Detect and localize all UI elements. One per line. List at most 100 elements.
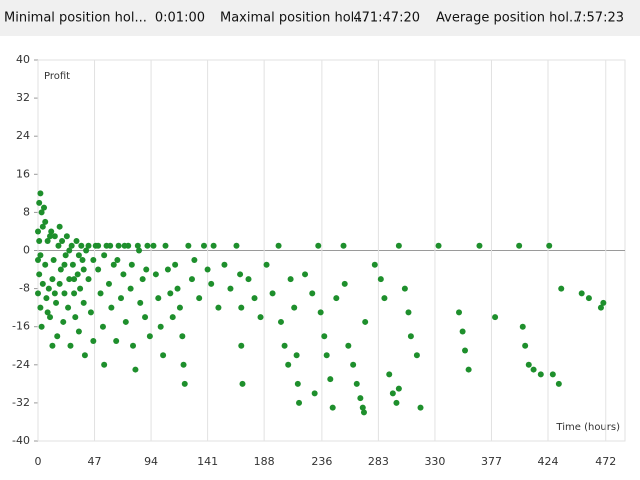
- point: [377, 276, 384, 283]
- x-tick-label: 0: [35, 455, 42, 468]
- point: [227, 285, 234, 292]
- stat-value: 471:47:20: [353, 11, 420, 26]
- stat-label: Average position hol...: [436, 11, 581, 26]
- point: [371, 261, 378, 268]
- point: [80, 266, 87, 273]
- x-tick-label: 47: [88, 455, 102, 468]
- point: [67, 342, 74, 349]
- point: [81, 352, 88, 359]
- point: [174, 285, 181, 292]
- x-tick-label: 424: [538, 455, 559, 468]
- point: [71, 290, 78, 297]
- y-tick-label: 8: [23, 205, 30, 218]
- point: [75, 252, 82, 259]
- point: [79, 257, 86, 264]
- stats: Minimal position hol... 0:01:00 Maximal …: [4, 11, 624, 26]
- x-tick-label: 377: [481, 455, 502, 468]
- point: [36, 237, 43, 244]
- point: [122, 318, 129, 325]
- point: [134, 242, 141, 249]
- point: [75, 328, 82, 335]
- point: [558, 285, 565, 292]
- point: [130, 342, 137, 349]
- point: [309, 290, 316, 297]
- point: [179, 333, 186, 340]
- point: [60, 318, 67, 325]
- point: [407, 333, 414, 340]
- point: [144, 242, 151, 249]
- point: [36, 271, 43, 278]
- point: [49, 276, 56, 283]
- point: [120, 271, 127, 278]
- point: [83, 247, 90, 254]
- stat-value: 0:01:00: [155, 11, 205, 26]
- x-tick-label: 94: [144, 455, 158, 468]
- point: [35, 290, 41, 297]
- point: [238, 304, 245, 311]
- point: [357, 395, 364, 402]
- point: [188, 276, 195, 283]
- stat-label: Minimal position hol...: [4, 11, 147, 26]
- point: [172, 261, 179, 268]
- point: [277, 318, 284, 325]
- point: [164, 266, 171, 273]
- point: [323, 352, 330, 359]
- point: [169, 314, 176, 321]
- x-tick-label: 236: [311, 455, 332, 468]
- point: [51, 290, 58, 297]
- point: [350, 361, 357, 368]
- point: [465, 366, 472, 373]
- point: [78, 242, 85, 249]
- point: [47, 233, 54, 240]
- point: [48, 228, 55, 235]
- point: [200, 242, 207, 249]
- point: [329, 404, 336, 411]
- point: [57, 266, 64, 273]
- point: [239, 380, 246, 387]
- point: [121, 242, 128, 249]
- point: [115, 242, 122, 249]
- y-tick-label: -32: [12, 396, 30, 409]
- point: [150, 242, 157, 249]
- point: [105, 280, 112, 287]
- point: [80, 299, 87, 306]
- point: [345, 342, 352, 349]
- point: [45, 285, 52, 292]
- point: [35, 228, 41, 235]
- stats-bar: [0, 0, 640, 36]
- point: [287, 276, 294, 283]
- point: [41, 204, 48, 211]
- point: [44, 309, 51, 316]
- point: [269, 290, 276, 297]
- point: [74, 271, 81, 278]
- point: [51, 233, 58, 240]
- point: [37, 304, 44, 311]
- point: [35, 257, 41, 264]
- point: [263, 261, 270, 268]
- point: [132, 366, 139, 373]
- point: [47, 314, 54, 321]
- point: [85, 276, 92, 283]
- point: [49, 342, 56, 349]
- point: [459, 328, 466, 335]
- point: [143, 266, 150, 273]
- point: [362, 318, 369, 325]
- point: [333, 295, 340, 302]
- point: [85, 242, 92, 249]
- point: [340, 242, 347, 249]
- point: [139, 276, 146, 283]
- point: [136, 247, 143, 254]
- point: [417, 404, 424, 411]
- point: [386, 371, 393, 378]
- point: [128, 261, 135, 268]
- point: [87, 309, 94, 316]
- point: [210, 242, 217, 249]
- point: [555, 380, 562, 387]
- point: [152, 271, 159, 278]
- point: [65, 304, 72, 311]
- point: [546, 242, 553, 249]
- point: [61, 261, 68, 268]
- point: [37, 190, 44, 197]
- point: [291, 304, 298, 311]
- point: [578, 290, 585, 297]
